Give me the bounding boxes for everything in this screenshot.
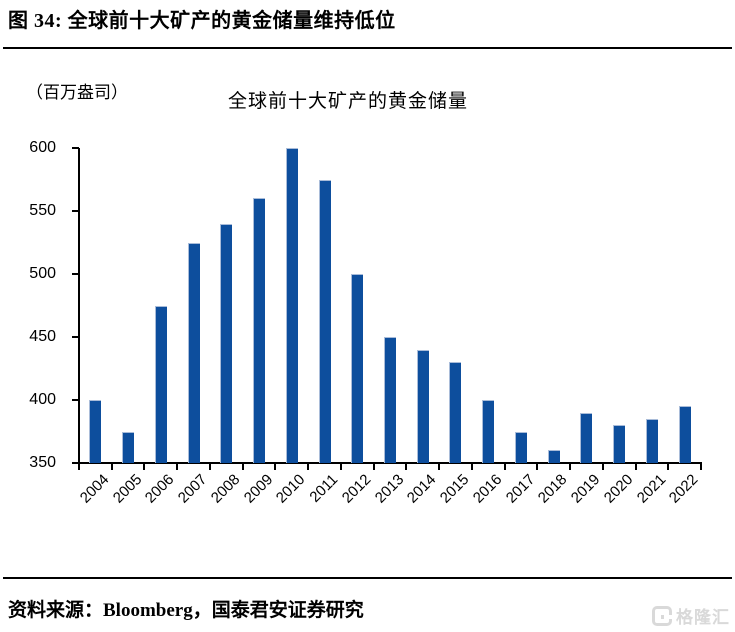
bar-2015 bbox=[449, 362, 462, 463]
bar-2007 bbox=[187, 242, 200, 463]
y-axis-tick bbox=[72, 462, 79, 464]
x-axis-tick bbox=[536, 464, 539, 470]
x-axis-label-2018: 2018 bbox=[535, 471, 571, 507]
x-axis-label-2010: 2010 bbox=[273, 471, 309, 507]
y-axis-unit-label: （百万盎司） bbox=[26, 83, 128, 102]
y-axis-tick bbox=[72, 147, 79, 149]
x-axis-tick bbox=[208, 464, 211, 470]
x-axis-tick bbox=[78, 464, 80, 470]
x-axis-label-2017: 2017 bbox=[502, 471, 538, 507]
x-axis-tick bbox=[503, 464, 506, 470]
chart-title: 全球前十大矿产的黄金储量 bbox=[228, 91, 469, 112]
figure-caption: 图 34: 全球前十大矿产的黄金储量维持低位 bbox=[8, 10, 396, 32]
y-axis-tick-label: 600 bbox=[29, 139, 56, 156]
x-axis-label-2021: 2021 bbox=[633, 471, 669, 507]
bar-2013 bbox=[384, 337, 396, 463]
y-axis-tick-label: 450 bbox=[29, 328, 56, 345]
bar-2010 bbox=[285, 148, 298, 463]
x-axis-tick bbox=[372, 464, 375, 470]
bar-2021 bbox=[645, 418, 658, 463]
x-axis-tick bbox=[634, 464, 637, 470]
gelonghui-watermark: 格隆汇 bbox=[652, 603, 730, 628]
x-axis-tick bbox=[176, 464, 179, 470]
x-axis-tick bbox=[667, 464, 670, 470]
bar-2019 bbox=[580, 412, 593, 463]
bar-2006 bbox=[154, 305, 167, 463]
x-axis-label-2019: 2019 bbox=[567, 471, 604, 507]
bar-2020 bbox=[613, 425, 626, 463]
x-axis-tick bbox=[110, 464, 113, 470]
bar-2022 bbox=[678, 406, 691, 463]
x-axis-label-2014: 2014 bbox=[404, 471, 440, 507]
x-axis-label-2012: 2012 bbox=[338, 471, 375, 507]
x-axis-label-2016: 2016 bbox=[469, 471, 506, 507]
x-axis-tick bbox=[569, 464, 572, 470]
bar-2005 bbox=[122, 431, 135, 463]
x-axis-label-2004: 2004 bbox=[76, 471, 113, 507]
x-axis-label-2022: 2022 bbox=[666, 471, 702, 507]
source-note: 资料来源：Bloomberg，国泰君安证券研究 bbox=[8, 600, 364, 621]
y-axis-tick bbox=[72, 399, 79, 401]
bar-2016 bbox=[482, 400, 495, 463]
gelonghui-logo-icon bbox=[652, 605, 672, 626]
x-axis-tick bbox=[143, 464, 146, 470]
gelonghui-logo-text: 格隆汇 bbox=[676, 608, 730, 627]
x-axis-tick bbox=[339, 464, 342, 470]
y-axis-tick-label: 350 bbox=[29, 454, 56, 471]
bar-2011 bbox=[318, 179, 331, 463]
bar-2012 bbox=[351, 274, 364, 463]
x-axis-label-2006: 2006 bbox=[142, 471, 178, 507]
x-axis-tick bbox=[700, 464, 702, 470]
x-axis-tick bbox=[274, 464, 277, 470]
y-axis-tick bbox=[72, 210, 79, 212]
bar-2014 bbox=[416, 349, 429, 463]
x-axis-tick bbox=[307, 464, 310, 470]
bar-2008 bbox=[220, 223, 233, 463]
y-axis-line bbox=[78, 148, 80, 463]
bar-2018 bbox=[547, 450, 560, 463]
y-axis-tick-label: 400 bbox=[29, 391, 56, 408]
y-axis-tick-label: 500 bbox=[29, 265, 56, 282]
x-axis-label-2013: 2013 bbox=[371, 471, 408, 507]
y-axis-tick bbox=[72, 273, 79, 275]
x-axis-label-2020: 2020 bbox=[600, 471, 637, 507]
x-axis-label-2009: 2009 bbox=[240, 471, 277, 507]
x-axis-tick bbox=[470, 464, 473, 470]
x-axis-tick bbox=[241, 464, 244, 470]
top-divider bbox=[3, 47, 732, 49]
x-axis-tick bbox=[438, 464, 441, 470]
y-axis-tick-label: 550 bbox=[29, 202, 56, 219]
x-axis-tick bbox=[405, 464, 408, 470]
bar-2009 bbox=[253, 198, 266, 463]
bar-2017 bbox=[514, 431, 527, 463]
x-axis-label-2005: 2005 bbox=[109, 471, 146, 507]
x-axis-line bbox=[78, 462, 702, 464]
x-axis-label-2008: 2008 bbox=[207, 471, 244, 507]
x-axis-label-2015: 2015 bbox=[436, 471, 473, 507]
x-axis-label-2007: 2007 bbox=[174, 471, 211, 507]
y-axis-tick bbox=[72, 336, 79, 338]
x-axis-tick bbox=[601, 464, 604, 470]
x-axis-label-2011: 2011 bbox=[306, 471, 342, 506]
bottom-divider bbox=[3, 577, 732, 579]
bar-2004 bbox=[89, 400, 102, 463]
